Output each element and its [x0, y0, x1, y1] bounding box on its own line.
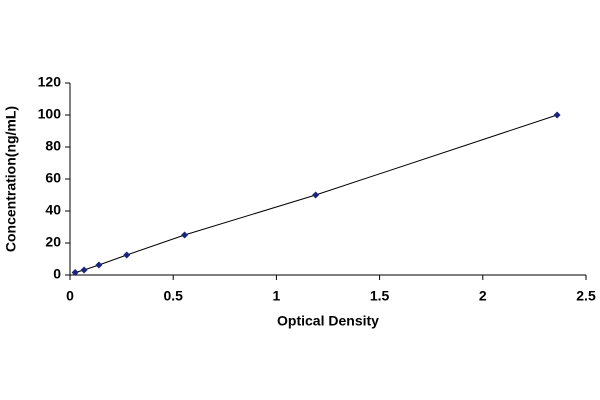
data-point: [553, 111, 561, 119]
x-tick-label: 1.5: [370, 288, 390, 304]
x-tick-label: 0.5: [163, 288, 183, 304]
y-tick-label: 60: [45, 170, 61, 186]
data-point: [95, 261, 103, 269]
x-tick-label: 1: [273, 288, 281, 304]
data-point: [71, 269, 79, 277]
y-tick-label: 100: [38, 106, 62, 122]
y-axis-title: Concentration(ng/mL): [3, 106, 19, 252]
data-point: [312, 191, 320, 199]
x-tick-label: 0: [66, 288, 74, 304]
x-tick-label: 2: [479, 288, 487, 304]
y-tick-label: 40: [45, 202, 61, 218]
y-tick-label: 0: [53, 266, 61, 282]
data-point: [80, 266, 88, 274]
data-point: [123, 251, 131, 259]
y-tick-label: 120: [38, 74, 62, 90]
y-tick-label: 20: [45, 234, 61, 250]
x-tick-label: 2.5: [576, 288, 596, 304]
y-tick-label: 80: [45, 138, 61, 154]
data-point: [181, 231, 189, 239]
x-axis-title: Optical Density: [277, 313, 379, 329]
